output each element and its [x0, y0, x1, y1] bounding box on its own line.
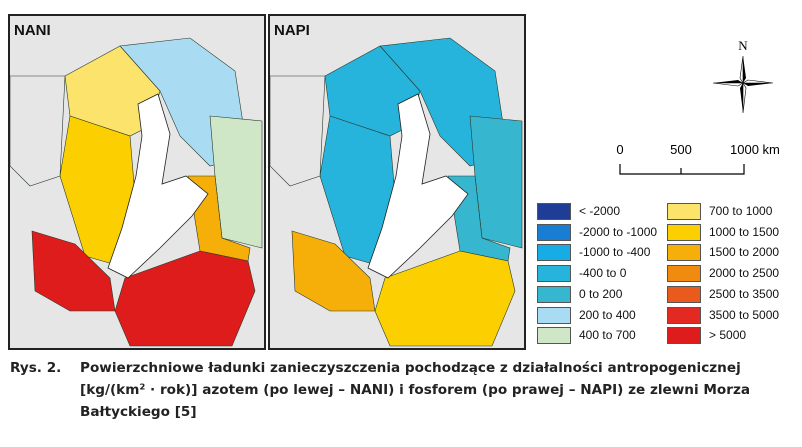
legend-label: -2000 to -1000: [579, 224, 658, 239]
legend-swatch: [537, 285, 571, 303]
legend-label: 2000 to 2500: [709, 266, 780, 281]
scale-tick-500: 500: [670, 142, 692, 157]
legend-swatch: [667, 203, 701, 220]
legend-swatch: [537, 244, 571, 262]
legend-swatch: [537, 265, 571, 283]
legend-label: 700 to 1000: [709, 204, 773, 218]
nani-region-norway-edge: [10, 75, 66, 187]
scale-tick-1000: 1000 km: [730, 142, 780, 157]
legend-swatch: [667, 244, 701, 262]
baltic-sea: [107, 93, 209, 279]
compass-label: N: [738, 38, 748, 53]
legend-swatch: [667, 265, 701, 283]
legend-label: 400 to 700: [579, 328, 636, 343]
napi-region-norway-edge: [270, 75, 326, 187]
nani-map: NANI: [8, 14, 266, 350]
caption-text: Powierzchniowe ładunki zanieczyszczenia …: [80, 360, 751, 420]
legend-label: > 5000: [709, 328, 747, 343]
nani-map-title: NANI: [14, 22, 51, 39]
legend-label: 2500 to 3500: [709, 286, 780, 301]
baltic-sea: [367, 93, 469, 279]
legend-label: 1500 to 2000: [709, 245, 780, 260]
napi-map-title: NAPI: [274, 22, 310, 39]
napi-map: NAPI: [268, 14, 526, 350]
napi-map-graphic: [270, 16, 524, 348]
legend-swatch: [537, 327, 571, 345]
legend-label: -400 to 0: [579, 266, 627, 281]
legend-swatch: [667, 306, 701, 324]
legend-swatch: [667, 223, 701, 241]
nani-region-poland: [114, 250, 256, 347]
legend-swatch: [537, 223, 571, 241]
legend-label: -1000 to -400: [579, 245, 651, 260]
legend-label: < -2000: [579, 204, 621, 218]
legend-label: 0 to 200: [579, 286, 623, 301]
legend-swatch: [667, 285, 701, 303]
napi-region-russia-northwest: [469, 115, 523, 249]
legend-swatch: [537, 306, 571, 324]
legend-swatch: [537, 203, 571, 220]
nani-region-denmark-germany: [31, 230, 116, 312]
north-arrow-icon: N: [712, 38, 774, 114]
nani-region-russia-northwest: [209, 115, 263, 249]
scale-bar: 0 500 1000 km: [616, 142, 780, 175]
legend-label: 3500 to 5000: [709, 307, 780, 322]
napi-region-denmark-germany: [291, 230, 376, 312]
caption-number: Rys. 2.: [10, 360, 62, 376]
scale-tick-0: 0: [616, 142, 623, 157]
nani-map-graphic: [10, 16, 264, 348]
legend-swatch: [667, 327, 701, 345]
legend-label: 1000 to 1500: [709, 224, 780, 239]
legend-label: 200 to 400: [579, 307, 636, 322]
napi-region-poland: [374, 250, 516, 347]
